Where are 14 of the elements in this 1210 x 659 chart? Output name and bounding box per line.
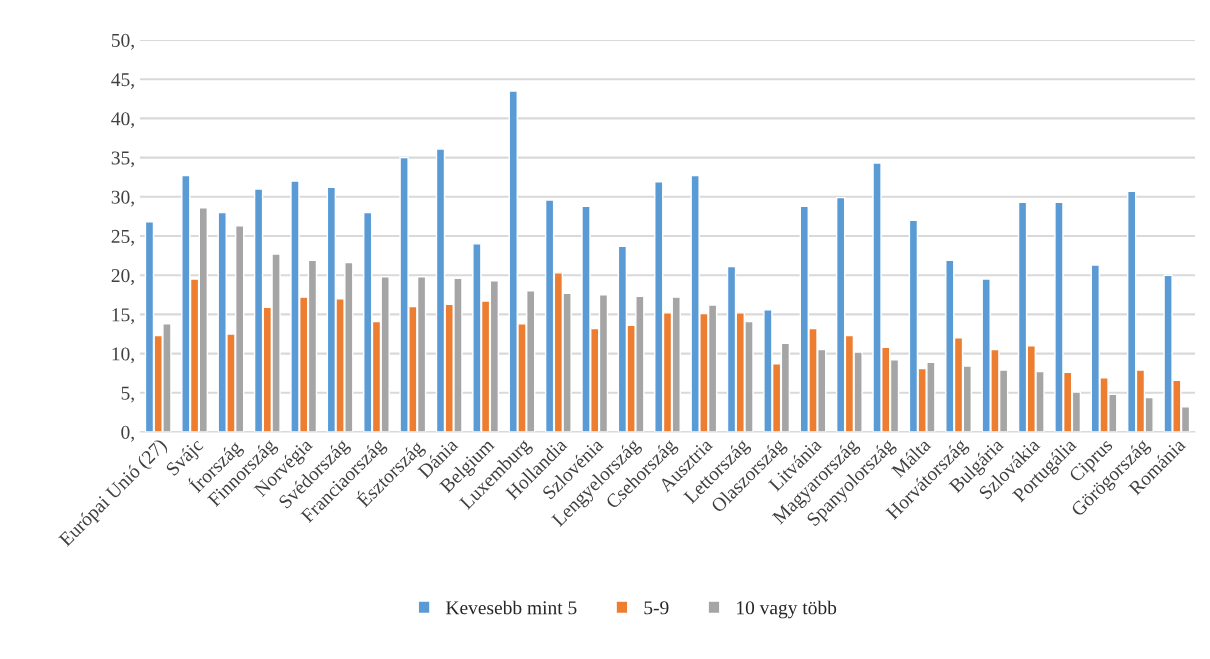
y-tick-label: 30, xyxy=(111,190,134,207)
legend-label: 10 vagy több xyxy=(737,600,837,619)
y-tick-label: 25, xyxy=(111,229,134,246)
legend-label: Kevesebb mint 5 xyxy=(446,600,577,615)
y-tick-label: 5, xyxy=(121,386,134,403)
y-tick-label: 50, xyxy=(111,33,134,50)
legend-label: 5-9 xyxy=(644,601,669,615)
y-tick-label: 45, xyxy=(111,73,134,89)
y-tick-label: 35, xyxy=(111,151,134,168)
y-tick-label: 10, xyxy=(112,347,134,364)
y-tick-label: 20, xyxy=(111,269,134,285)
y-tick-label: 40, xyxy=(111,112,134,129)
y-tick-label: 0, xyxy=(121,425,134,442)
y-tick-label: 15, xyxy=(112,308,134,325)
